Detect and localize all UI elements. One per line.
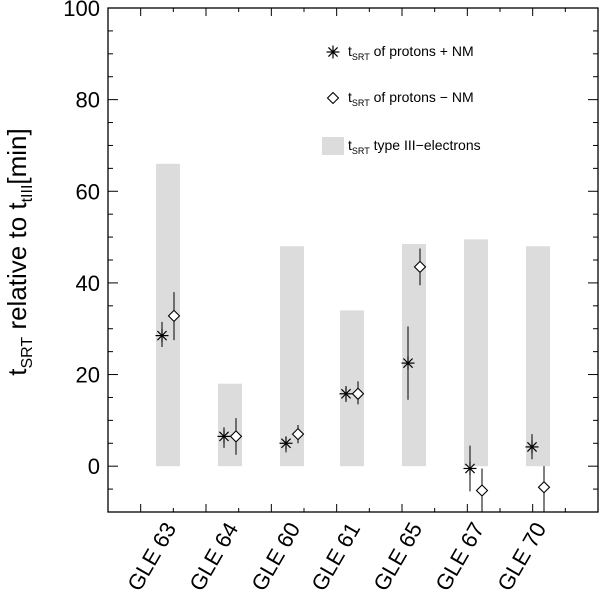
legend-diamond-icon	[326, 91, 340, 105]
electron-bar	[402, 243, 426, 467]
asterisk-point	[155, 329, 169, 343]
x-category-label: GLE 70	[492, 518, 551, 595]
y-tick-label: 40	[76, 271, 100, 296]
electron-range-bars	[156, 163, 550, 467]
x-axis-ticks: GLE 63 GLE 64 GLE 60 GLE 61 GLE 65 GLE 67 GLE …	[107, 8, 599, 595]
electron-bar	[340, 310, 364, 467]
legend-entry-label: tSRT of protons − NM	[348, 89, 474, 108]
asterisk-point	[339, 387, 353, 401]
y-label-relative: relative to t	[2, 202, 32, 337]
x-category-label: GLE 67	[430, 518, 489, 595]
legend: tSRT of protons + NM tSRT of protons − NM…	[322, 43, 481, 156]
y-tick-label: 0	[88, 454, 100, 479]
asterisk-point	[401, 356, 415, 370]
diamond-point	[537, 480, 551, 494]
legend-box-icon	[322, 137, 344, 155]
y-label-min: [min]	[2, 128, 32, 184]
electron-bar	[526, 246, 550, 467]
asterisk-point	[525, 440, 539, 454]
asterisk-point	[217, 429, 231, 443]
y-tick-label: 100	[63, 0, 100, 21]
y-label-sub-tiii: tIII	[19, 185, 36, 203]
electron-bar	[218, 383, 242, 467]
diamond-point	[167, 309, 181, 323]
proton-markers	[155, 248, 551, 512]
x-category-label: GLE 63	[122, 518, 181, 595]
diamond-point	[229, 430, 243, 443]
diamond-point	[291, 427, 305, 441]
y-axis-label: tSRT relative to ttIII[min]	[2, 128, 36, 375]
y-label-t: t	[2, 368, 32, 376]
x-category-label: GLE 64	[184, 518, 243, 595]
legend-entry-label: tSRT of protons + NM	[348, 43, 474, 62]
legend-entry-label: tSRT type III−electrons	[348, 137, 481, 156]
x-category-label: GLE 65	[368, 518, 427, 595]
electron-bar	[464, 239, 488, 467]
y-label-sub-srt: SRT	[19, 337, 36, 369]
y-tick-label: 60	[76, 179, 100, 204]
electron-bar	[280, 246, 304, 467]
x-category-label: GLE 61	[306, 518, 365, 595]
legend-asterisk-icon	[326, 45, 340, 59]
diamond-point	[413, 260, 427, 274]
asterisk-point	[463, 461, 477, 475]
y-axis-ticks: 0 20 40 60 80 100	[63, 0, 598, 513]
diamond-point	[351, 387, 365, 401]
y-tick-label: 20	[76, 363, 100, 388]
diamond-point	[475, 484, 489, 497]
y-tick-label: 80	[76, 88, 100, 113]
asterisk-point	[279, 436, 293, 450]
x-category-label: GLE 60	[246, 518, 305, 595]
